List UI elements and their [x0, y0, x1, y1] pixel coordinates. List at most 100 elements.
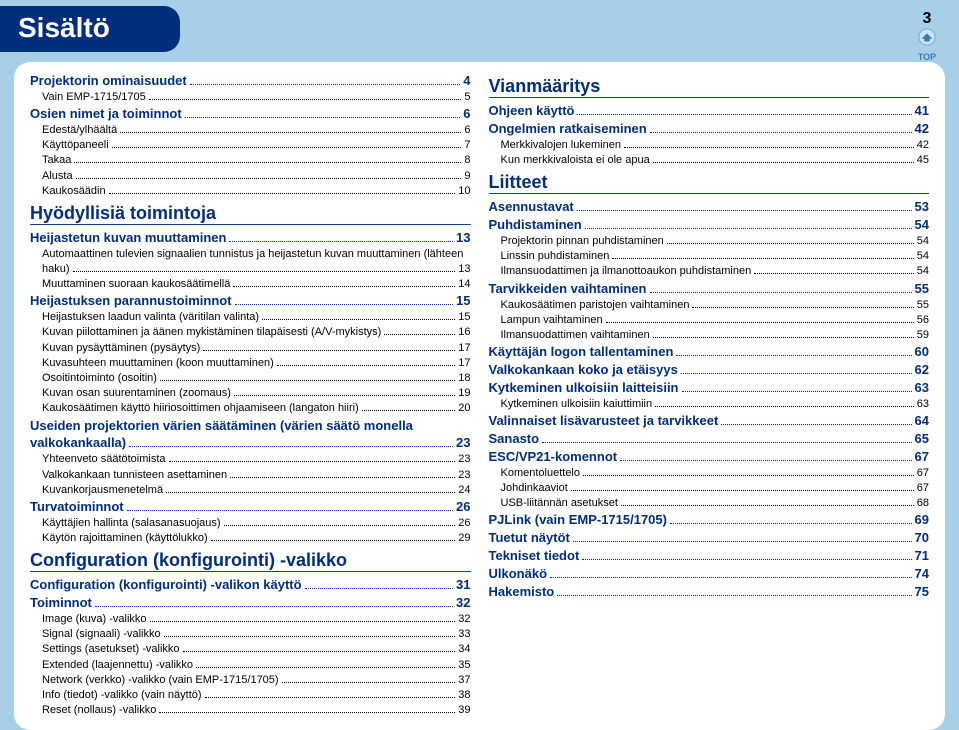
toc-entry[interactable]: PJLink (vain EMP-1715/1705)69 — [489, 511, 930, 529]
toc-label: Toiminnot — [30, 594, 92, 612]
toc-label: Puhdistaminen — [489, 216, 582, 234]
toc-page: 38 — [458, 688, 470, 703]
toc-entry[interactable]: Käyttäjien hallinta (salasanasuojaus)26 — [30, 516, 471, 531]
toc-page: 70 — [915, 529, 929, 547]
toc-entry[interactable]: Käyttöpaneeli7 — [30, 138, 471, 153]
toc-entry[interactable]: Kuvan piilottaminen ja äänen mykistämine… — [30, 325, 471, 340]
toc-entry[interactable]: Yhteenveto säätötoimista23 — [30, 452, 471, 467]
toc-label: Kuvan osan suurentaminen (zoomaus) — [42, 386, 231, 401]
toc-entry[interactable]: Hakemisto75 — [489, 583, 930, 601]
toc-entry[interactable]: Settings (asetukset) -valikko34 — [30, 642, 471, 657]
toc-page: 64 — [915, 412, 929, 430]
toc-entry[interactable]: Asennustavat53 — [489, 198, 930, 216]
toc-entry[interactable]: Tuetut näytöt70 — [489, 529, 930, 547]
dot-leader — [650, 292, 912, 293]
toc-entry[interactable]: Lampun vaihtaminen56 — [489, 313, 930, 328]
toc-entry[interactable]: Kaukosäätimen paristojen vaihtaminen55 — [489, 298, 930, 313]
dot-leader — [149, 99, 462, 100]
toc-entry[interactable]: Edestä/ylhäältä6 — [30, 123, 471, 138]
toc-entry[interactable]: Kuvasuhteen muuttaminen (koon muuttamine… — [30, 356, 471, 371]
toc-entry[interactable]: Tekniset tiedot71 — [489, 547, 930, 565]
toc-entry[interactable]: Ohjeen käyttö41 — [489, 102, 930, 120]
toc-page: 65 — [915, 430, 929, 448]
toc-entry[interactable]: Ulkonäkö74 — [489, 565, 930, 583]
toc-page: 69 — [915, 511, 929, 529]
toc-entry[interactable]: Muuttaminen suoraan kaukosäätimellä14 — [30, 277, 471, 292]
toc-label: Merkkivalojen lukeminen — [501, 138, 621, 153]
toc-entry[interactable]: Ilmansuodattimen vaihtaminen59 — [489, 328, 930, 343]
toc-entry[interactable]: Osoitintoiminto (osoitin)18 — [30, 371, 471, 386]
toc-entry[interactable]: Valkokankaan tunnisteen asettaminen23 — [30, 468, 471, 483]
toc-entry[interactable]: Heijastetun kuvan muuttaminen13 — [30, 229, 471, 247]
dot-leader — [682, 391, 912, 392]
toc-entry[interactable]: Komentoluettelo67 — [489, 466, 930, 481]
toc-page: 62 — [915, 361, 929, 379]
toc-entry[interactable]: Käyttäjän logon tallentaminen60 — [489, 343, 930, 361]
toc-entry[interactable]: Kuvan pysäyttäminen (pysäytys)17 — [30, 341, 471, 356]
toc-entry[interactable]: Johdinkaaviot67 — [489, 481, 930, 496]
toc-entry[interactable]: Osien nimet ja toiminnot6 — [30, 105, 471, 123]
toc-entry[interactable]: Extended (laajennettu) -valikko35 — [30, 658, 471, 673]
toc-entry[interactable]: Ongelmien ratkaiseminen42 — [489, 120, 930, 138]
toc-entry[interactable]: Vain EMP-1715/17055 — [30, 90, 471, 105]
toc-entry[interactable]: Signal (signaali) -valikko33 — [30, 627, 471, 642]
toc-label: Ilmansuodattimen ja ilmanottoaukon puhdi… — [501, 264, 752, 279]
toc-page: 33 — [458, 627, 470, 642]
toc-page: 14 — [458, 277, 470, 292]
top-icon[interactable] — [916, 28, 938, 46]
toc-entry[interactable]: Kaukosäätimen käyttö hiiriosoittimen ohj… — [30, 401, 471, 416]
toc-label: Kuvankorjausmenetelmä — [42, 483, 163, 498]
dot-leader — [150, 621, 456, 622]
toc-entry[interactable]: USB-liitännän asetukset68 — [489, 496, 930, 511]
toc-entry[interactable]: Valkokankaan koko ja etäisyys62 — [489, 361, 930, 379]
toc-entry[interactable]: Toiminnot32 — [30, 594, 471, 612]
toc-entry[interactable]: Linssin puhdistaminen54 — [489, 249, 930, 264]
toc-page: 19 — [458, 386, 470, 401]
toc-entry[interactable]: Kytkeminen ulkoisiin laitteisiin63 — [489, 379, 930, 397]
toc-label: Ongelmien ratkaiseminen — [489, 120, 647, 138]
toc-entry[interactable]: Alusta9 — [30, 169, 471, 184]
toc-entry[interactable]: Heijastuksen parannustoiminnot15 — [30, 292, 471, 310]
section-heading: Hyödyllisiä toimintoja — [30, 203, 471, 225]
toc-entry[interactable]: Useiden projektorien värien säätäminen (… — [30, 417, 471, 453]
dot-leader — [653, 337, 914, 338]
dot-leader — [190, 84, 461, 85]
toc-entry[interactable]: Kaukosäädin10 — [30, 184, 471, 199]
toc-page: 67 — [915, 448, 929, 466]
section-heading: Vianmääritys — [489, 76, 930, 98]
toc-entry[interactable]: Projektorin pinnan puhdistaminen54 — [489, 234, 930, 249]
toc-entry[interactable]: Automaattinen tulevien signaalien tunnis… — [30, 247, 471, 277]
toc-label: Vain EMP-1715/1705 — [42, 90, 146, 105]
top-label[interactable]: TOP — [907, 52, 947, 62]
toc-page: 42 — [917, 138, 929, 153]
toc-entry[interactable]: Ilmansuodattimen ja ilmanottoaukon puhdi… — [489, 264, 930, 279]
toc-entry[interactable]: Merkkivalojen lukeminen 42 — [489, 138, 930, 153]
toc-page: 54 — [917, 264, 929, 279]
toc-entry[interactable]: Valinnaiset lisävarusteet ja tarvikkeet6… — [489, 412, 930, 430]
toc-entry[interactable]: Projektorin ominaisuudet4 — [30, 72, 471, 90]
toc-entry[interactable]: Network (verkko) -valikko (vain EMP-1715… — [30, 673, 471, 688]
toc-entry[interactable]: Sanasto65 — [489, 430, 930, 448]
toc-entry[interactable]: Takaa8 — [30, 153, 471, 168]
toc-entry[interactable]: Configuration (konfigurointi) -valikon k… — [30, 576, 471, 594]
toc-entry[interactable]: Tarvikkeiden vaihtaminen55 — [489, 280, 930, 298]
toc-entry[interactable]: Image (kuva) -valikko32 — [30, 612, 471, 627]
toc-label: Yhteenveto säätötoimista — [42, 452, 166, 467]
toc-entry[interactable]: Puhdistaminen54 — [489, 216, 930, 234]
toc-label: Kytkeminen ulkoisiin laitteisiin — [489, 379, 679, 397]
toc-entry[interactable]: Turvatoiminnot26 — [30, 498, 471, 516]
toc-entry[interactable]: Kun merkkivaloista ei ole apua45 — [489, 153, 930, 168]
toc-entry[interactable]: Heijastuksen laadun valinta (väritilan v… — [30, 310, 471, 325]
toc-label: Kuvan piilottaminen ja äänen mykistämine… — [42, 325, 381, 340]
toc-entry[interactable]: Kuvankorjausmenetelmä24 — [30, 483, 471, 498]
dot-leader — [577, 210, 912, 211]
toc-page: 34 — [458, 642, 470, 657]
toc-label: Tarvikkeiden vaihtaminen — [489, 280, 647, 298]
toc-entry[interactable]: Info (tiedot) -valikko (vain näyttö)38 — [30, 688, 471, 703]
toc-label: Osien nimet ja toiminnot — [30, 105, 182, 123]
toc-entry[interactable]: Käytön rajoittaminen (käyttölukko)29 — [30, 531, 471, 546]
toc-entry[interactable]: ESC/VP21-komennot67 — [489, 448, 930, 466]
toc-entry[interactable]: Kuvan osan suurentaminen (zoomaus) 19 — [30, 386, 471, 401]
toc-entry[interactable]: Kytkeminen ulkoisiin kaiuttimiin63 — [489, 397, 930, 412]
toc-entry[interactable]: Reset (nollaus) -valikko39 — [30, 703, 471, 718]
